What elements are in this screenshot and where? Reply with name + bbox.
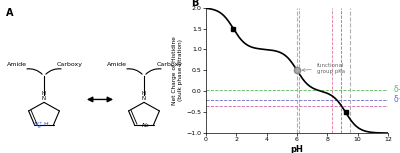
Text: Carboxy: Carboxy (56, 62, 82, 67)
Text: δ+: δ+ (393, 85, 400, 94)
Text: Amide: Amide (7, 62, 27, 67)
Text: H
N: H N (142, 91, 146, 101)
Y-axis label: Net Charge of Histidine
(bulk phase titration): Net Charge of Histidine (bulk phase titr… (172, 36, 183, 105)
X-axis label: pH: pH (290, 145, 304, 153)
Text: functional
group pKa: functional group pKa (302, 63, 345, 74)
Text: δ⁻: δ⁻ (393, 95, 400, 104)
Text: Carboxy: Carboxy (156, 62, 182, 67)
Text: A: A (6, 8, 14, 18)
Text: Amide: Amide (107, 62, 127, 67)
Text: B: B (192, 0, 199, 8)
Text: H
N: H N (42, 91, 46, 101)
Text: $N_δ$: $N_δ$ (141, 121, 150, 130)
Text: $N_δ^+$H: $N_δ^+$H (33, 120, 50, 131)
